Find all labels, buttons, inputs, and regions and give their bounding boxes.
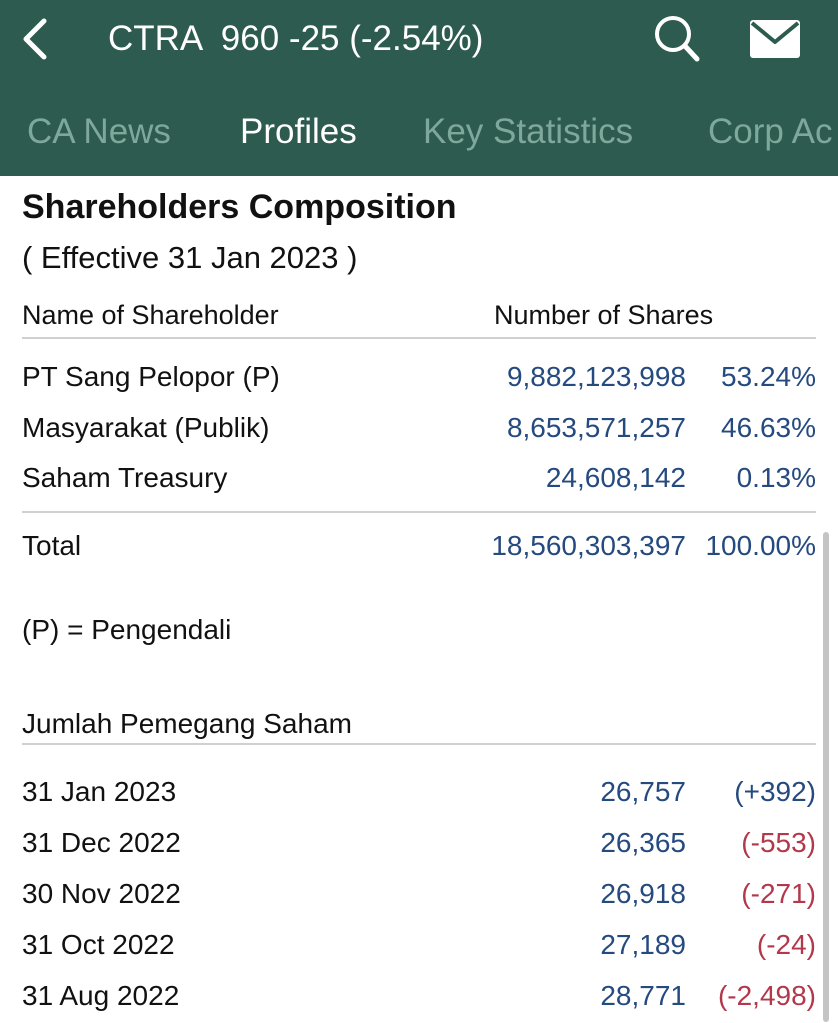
holder-date: 30 Nov 2022	[22, 878, 181, 909]
holder-count: 28,771	[600, 980, 686, 1011]
shareholder-name: PT Sang Pelopor (P)	[22, 361, 280, 392]
holder-change: (-2,498)	[717, 980, 816, 1011]
shareholder-pct: 53.24%	[721, 361, 816, 392]
mail-icon	[750, 20, 800, 58]
holder-count: 27,189	[600, 929, 686, 960]
column-header-name: Name of Shareholder	[22, 300, 279, 330]
tab-key-statistics[interactable]: Key Statistics	[423, 112, 634, 151]
divider	[22, 511, 816, 513]
tab-ca-news[interactable]: CA News	[27, 112, 171, 151]
shareholder-shares: 9,882,123,998	[506, 361, 686, 392]
shareholder-name: Saham Treasury	[22, 462, 228, 493]
total-pct: 100.00%	[705, 530, 816, 561]
holder-change: (-553)	[741, 827, 816, 858]
holder-count: 26,757	[600, 776, 686, 807]
shareholder-name: Masyarakat (Publik)	[22, 412, 270, 443]
holder-date: 31 Jan 2023	[22, 776, 177, 807]
holder-count: 26,365	[600, 827, 686, 858]
shareholder-shares: 24,608,142	[545, 462, 686, 493]
shareholder-pct: 46.63%	[721, 412, 816, 443]
stock-title: CTRA 960 -25 (-2.54%)	[108, 19, 484, 58]
search-icon	[655, 16, 700, 62]
shareholder-shares: 8,653,571,257	[506, 412, 686, 443]
divider	[22, 743, 816, 745]
search-button[interactable]	[650, 12, 704, 66]
mail-button[interactable]	[746, 12, 804, 66]
tab-bar: CA News Profiles Key Statistics Corp Ac	[0, 104, 838, 160]
tab-profiles[interactable]: Profiles	[240, 112, 357, 151]
shareholder-pct: 0.13%	[736, 462, 816, 493]
tab-corp-action[interactable]: Corp Ac	[708, 112, 833, 151]
controller-note: (P) = Pengendali	[22, 614, 232, 645]
scrollbar[interactable]	[823, 532, 829, 1022]
chevron-left-icon	[23, 18, 47, 60]
column-header-shares: Number of Shares	[494, 300, 714, 330]
holder-date: 31 Aug 2022	[22, 980, 180, 1011]
app-header: CTRA 960 -25 (-2.54%) CA News Profiles K…	[0, 0, 838, 176]
back-button[interactable]	[10, 12, 60, 66]
holder-date: 31 Dec 2022	[22, 827, 181, 858]
holder-date: 31 Oct 2022	[22, 929, 175, 960]
total-label: Total	[22, 530, 82, 561]
divider	[22, 337, 816, 339]
holder-count: 26,918	[600, 878, 686, 909]
holder-change: (+392)	[734, 776, 816, 807]
section-title: Shareholders Composition	[22, 188, 457, 226]
holder-change: (-24)	[756, 929, 816, 960]
holders-title: Jumlah Pemegang Saham	[22, 708, 352, 739]
total-shares: 18,560,303,397	[491, 530, 686, 561]
holder-change: (-271)	[741, 878, 816, 909]
effective-date: ( Effective 31 Jan 2023 )	[22, 240, 358, 275]
